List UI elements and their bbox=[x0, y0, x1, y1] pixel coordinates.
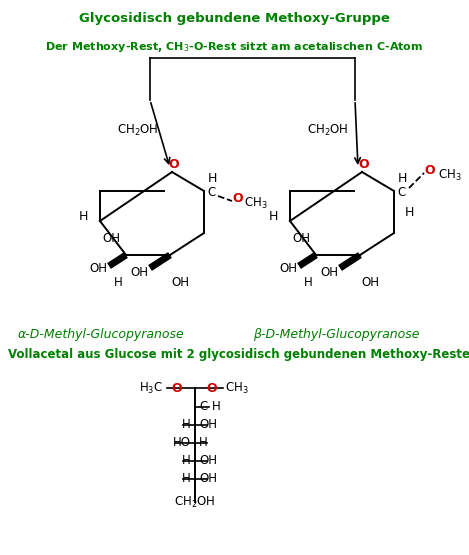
Text: CH$_3$: CH$_3$ bbox=[438, 168, 461, 183]
Text: O: O bbox=[424, 164, 435, 178]
Text: H: H bbox=[404, 206, 414, 219]
Text: OH: OH bbox=[199, 472, 217, 486]
Text: C: C bbox=[208, 186, 216, 199]
Text: H: H bbox=[182, 418, 191, 431]
Text: O: O bbox=[232, 191, 242, 204]
Text: H: H bbox=[212, 401, 221, 413]
Text: O: O bbox=[172, 381, 182, 395]
Text: O: O bbox=[359, 159, 369, 171]
Text: Der Methoxy-Rest, CH$_3$-O-Rest sitzt am acetalischen C-Atom: Der Methoxy-Rest, CH$_3$-O-Rest sitzt am… bbox=[45, 40, 423, 54]
Text: β-D-Methyl-Glucopyranose: β-D-Methyl-Glucopyranose bbox=[253, 328, 419, 341]
Text: Glycosidisch gebundene Methoxy-Gruppe: Glycosidisch gebundene Methoxy-Gruppe bbox=[79, 12, 389, 25]
Text: H$_3$C: H$_3$C bbox=[139, 380, 163, 396]
Text: O: O bbox=[207, 381, 217, 395]
Text: CH$_3$: CH$_3$ bbox=[244, 195, 268, 210]
Text: OH: OH bbox=[171, 276, 189, 290]
Text: C: C bbox=[398, 186, 406, 199]
Text: OH: OH bbox=[292, 233, 310, 245]
Text: CH$_2$OH: CH$_2$OH bbox=[174, 495, 216, 509]
Text: OH: OH bbox=[199, 418, 217, 431]
Text: α-D-Methyl-Glucopyranose: α-D-Methyl-Glucopyranose bbox=[18, 328, 185, 341]
Text: O: O bbox=[169, 159, 179, 171]
Text: H: H bbox=[113, 276, 122, 290]
Text: OH: OH bbox=[320, 266, 338, 280]
Text: H: H bbox=[79, 209, 88, 223]
Text: Vollacetal aus Glucose mit 2 glycosidisch gebundenen Methoxy-Resten: Vollacetal aus Glucose mit 2 glycosidisc… bbox=[8, 348, 469, 361]
Text: OH: OH bbox=[199, 455, 217, 467]
Text: CH$_2$OH: CH$_2$OH bbox=[307, 123, 349, 138]
Text: H: H bbox=[182, 455, 191, 467]
Text: H: H bbox=[303, 276, 312, 290]
Text: OH: OH bbox=[102, 233, 120, 245]
Text: H: H bbox=[182, 472, 191, 486]
Text: H: H bbox=[199, 436, 208, 450]
Text: OH: OH bbox=[279, 263, 297, 275]
Text: H: H bbox=[397, 173, 407, 185]
Text: HO: HO bbox=[173, 436, 191, 450]
Text: CH$_3$: CH$_3$ bbox=[225, 380, 249, 396]
Text: OH: OH bbox=[89, 263, 107, 275]
Text: OH: OH bbox=[361, 276, 379, 290]
Text: CH$_2$OH: CH$_2$OH bbox=[117, 123, 159, 138]
Text: H: H bbox=[269, 209, 278, 223]
Text: OH: OH bbox=[130, 266, 148, 280]
Text: C: C bbox=[199, 401, 207, 413]
Text: H: H bbox=[207, 173, 217, 185]
